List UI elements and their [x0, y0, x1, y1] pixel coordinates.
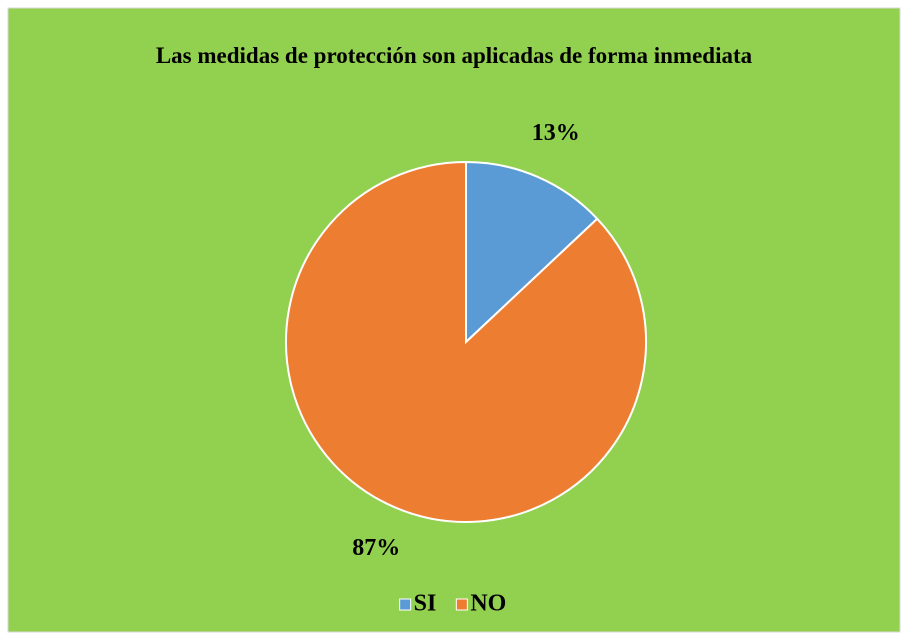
- data-label: 87%: [352, 535, 400, 561]
- pie-slice: [285, 160, 647, 523]
- chart-title: Las medidas de protección son aplicadas …: [155, 43, 753, 68]
- pie-slice: [465, 160, 599, 345]
- data-label: 13%: [532, 120, 580, 146]
- legend-swatch: [455, 598, 468, 611]
- legend-swatch: [399, 598, 412, 611]
- legend-label: NO: [470, 591, 506, 617]
- legend-label: SI: [414, 591, 437, 617]
